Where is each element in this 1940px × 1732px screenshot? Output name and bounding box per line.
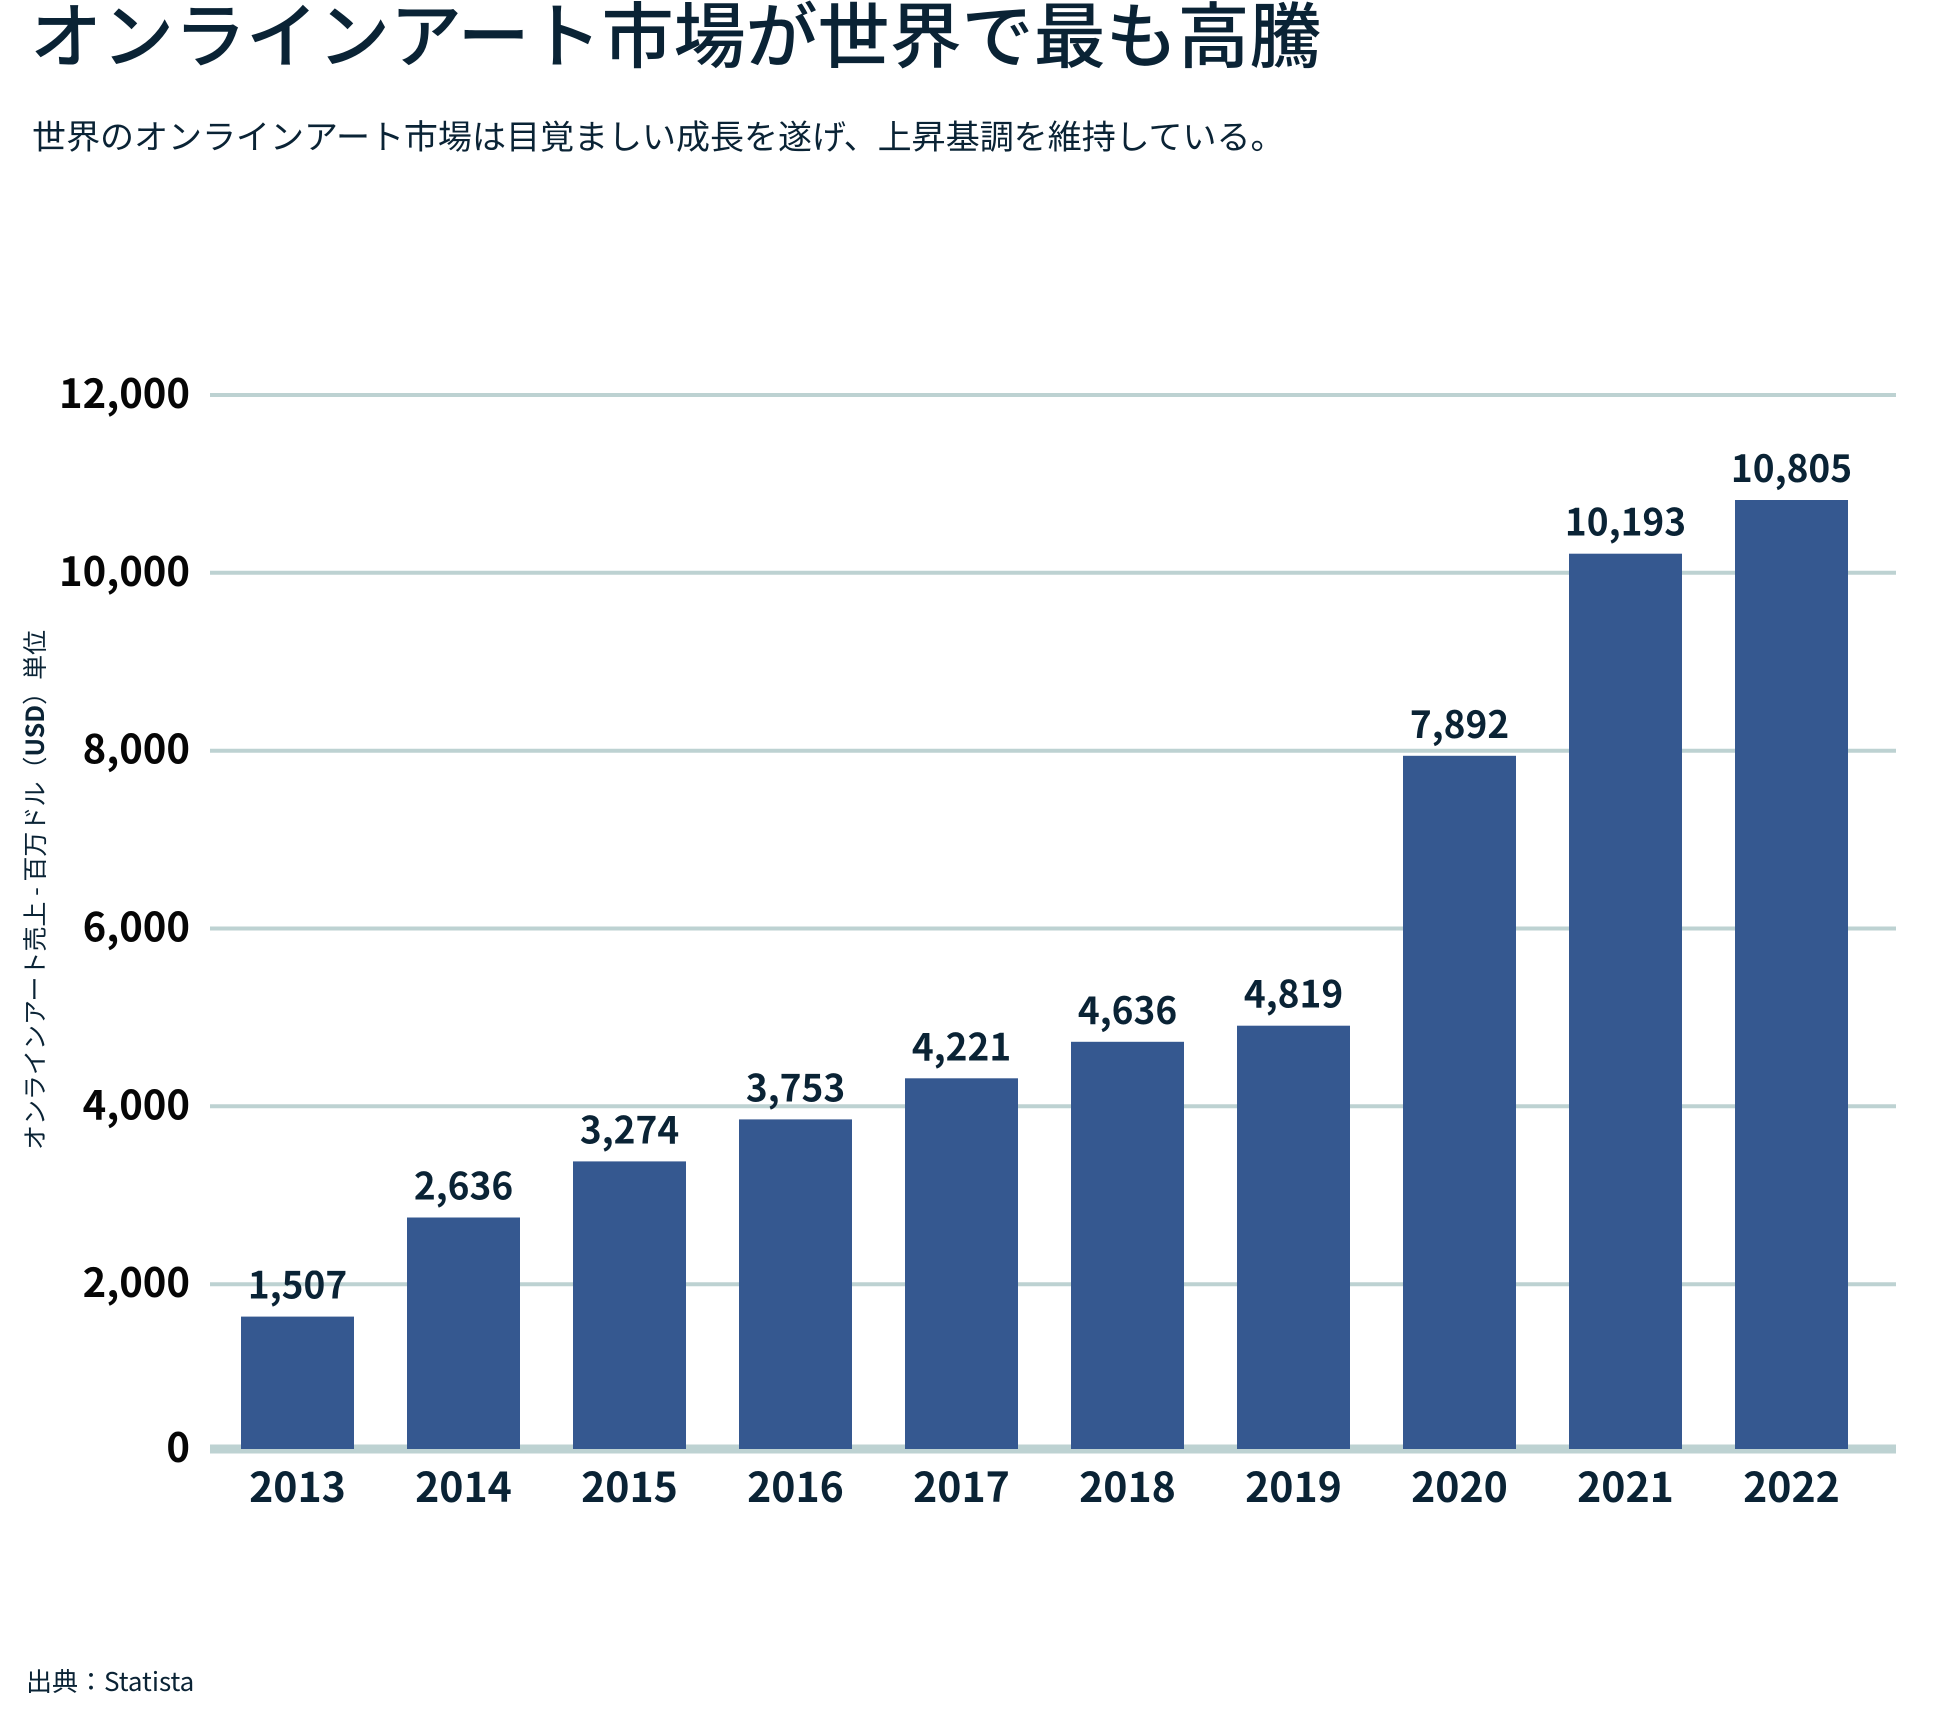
svg-text:2019: 2019 [1245, 1454, 1342, 1514]
svg-text:4,000: 4,000 [83, 1073, 190, 1131]
svg-text:10,805: 10,805 [1731, 439, 1852, 493]
svg-text:2016: 2016 [747, 1454, 844, 1514]
svg-text:12,000: 12,000 [59, 362, 190, 420]
svg-text:10,193: 10,193 [1565, 493, 1686, 547]
svg-text:2022: 2022 [1743, 1454, 1840, 1514]
svg-text:2021: 2021 [1577, 1454, 1674, 1514]
svg-text:2014: 2014 [415, 1454, 512, 1514]
svg-text:4,636: 4,636 [1078, 981, 1177, 1035]
svg-text:3,274: 3,274 [580, 1100, 679, 1154]
svg-text:2017: 2017 [913, 1454, 1010, 1514]
svg-text:3,753: 3,753 [746, 1058, 845, 1112]
svg-text:4,221: 4,221 [912, 1017, 1011, 1071]
svg-text:0: 0 [166, 1416, 190, 1474]
svg-text:2,636: 2,636 [414, 1157, 513, 1211]
svg-text:2013: 2013 [249, 1454, 346, 1514]
svg-text:2,000: 2,000 [83, 1251, 190, 1309]
svg-text:1,507: 1,507 [248, 1256, 347, 1310]
svg-text:2020: 2020 [1411, 1454, 1508, 1514]
svg-text:2018: 2018 [1079, 1454, 1176, 1514]
svg-text:7,892: 7,892 [1410, 695, 1509, 749]
svg-text:8,000: 8,000 [83, 718, 190, 776]
svg-text:10,000: 10,000 [59, 540, 190, 598]
svg-text:6,000: 6,000 [83, 896, 190, 954]
svg-text:2015: 2015 [581, 1454, 678, 1514]
svg-text:4,819: 4,819 [1244, 965, 1343, 1019]
